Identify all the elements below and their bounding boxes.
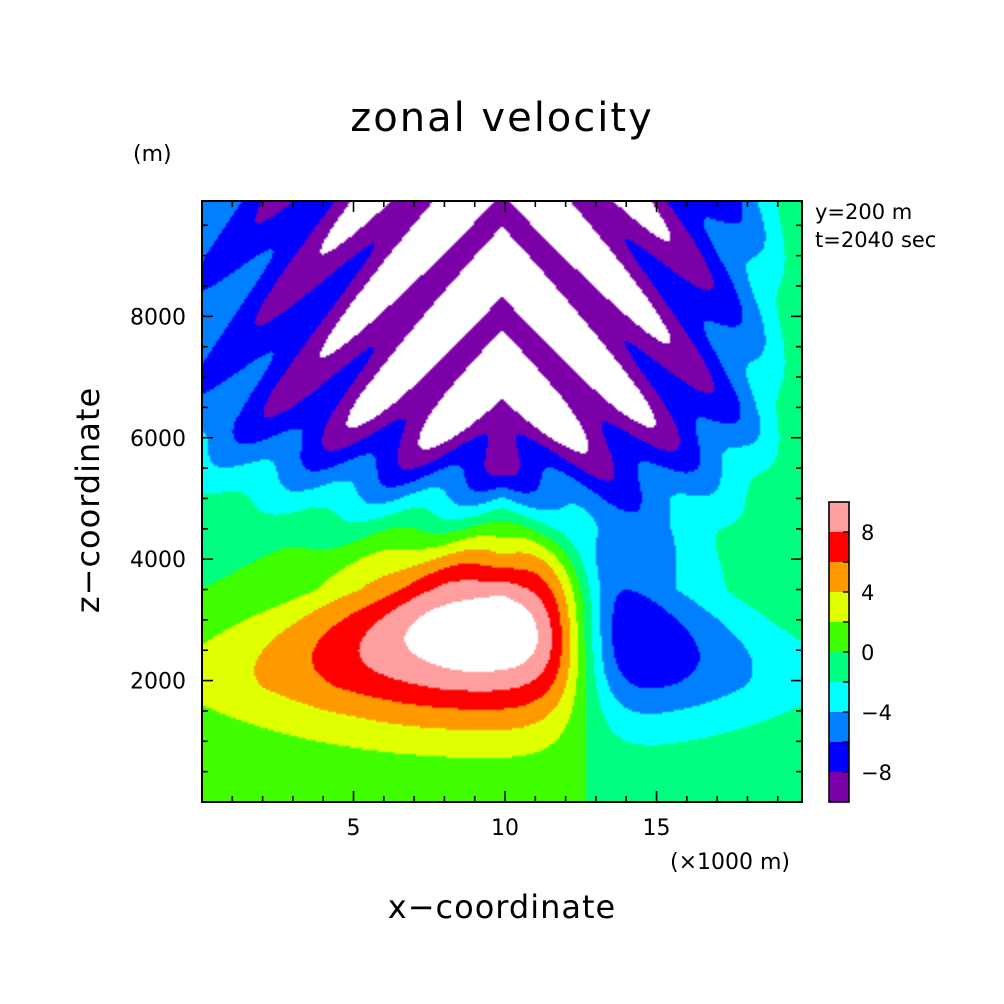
y-axis-unit: (m) <box>133 142 172 167</box>
plot-frame <box>201 200 803 803</box>
colorbar: −8 −4 0 4 8 <box>828 501 892 803</box>
contour-field <box>202 201 802 802</box>
y-tick-labels: 2000 4000 6000 8000 <box>130 305 186 694</box>
chart-title: zonal velocity <box>350 95 654 141</box>
y-tick-label: 6000 <box>130 427 186 452</box>
colorbar-swatch <box>829 502 849 532</box>
colorbar-swatch <box>829 772 849 802</box>
y-tick-label: 4000 <box>130 548 186 573</box>
colorbar-swatch <box>829 532 849 562</box>
colorbar-label: −8 <box>861 761 892 785</box>
annotation-y-position: y=200 m <box>815 200 913 224</box>
x-tick-label: 15 <box>643 816 671 841</box>
x-tick-label: 5 <box>347 816 361 841</box>
colorbar-swatch <box>829 592 849 622</box>
x-tick-labels: 5 10 15 <box>347 816 671 841</box>
colorbar-label: −4 <box>861 701 892 725</box>
colorbar-label: 4 <box>861 581 874 605</box>
colorbar-label: 0 <box>861 641 874 665</box>
colorbar-swatch <box>829 712 849 742</box>
y-tick-label: 8000 <box>130 305 186 330</box>
x-tick-label: 10 <box>491 816 519 841</box>
colorbar-label: 8 <box>861 521 874 545</box>
x-axis-label: x−coordinate <box>387 888 617 926</box>
colorbar-swatch <box>829 652 849 682</box>
x-axis-unit: (×1000 m) <box>670 850 791 875</box>
axis-ticks <box>202 201 802 802</box>
colorbar-swatch <box>829 742 849 772</box>
colorbar-swatch <box>829 682 849 712</box>
annotation-time: t=2040 sec <box>815 228 937 252</box>
colorbar-swatch <box>829 562 849 592</box>
colorbar-swatch <box>829 622 849 652</box>
y-tick-label: 2000 <box>130 670 186 695</box>
